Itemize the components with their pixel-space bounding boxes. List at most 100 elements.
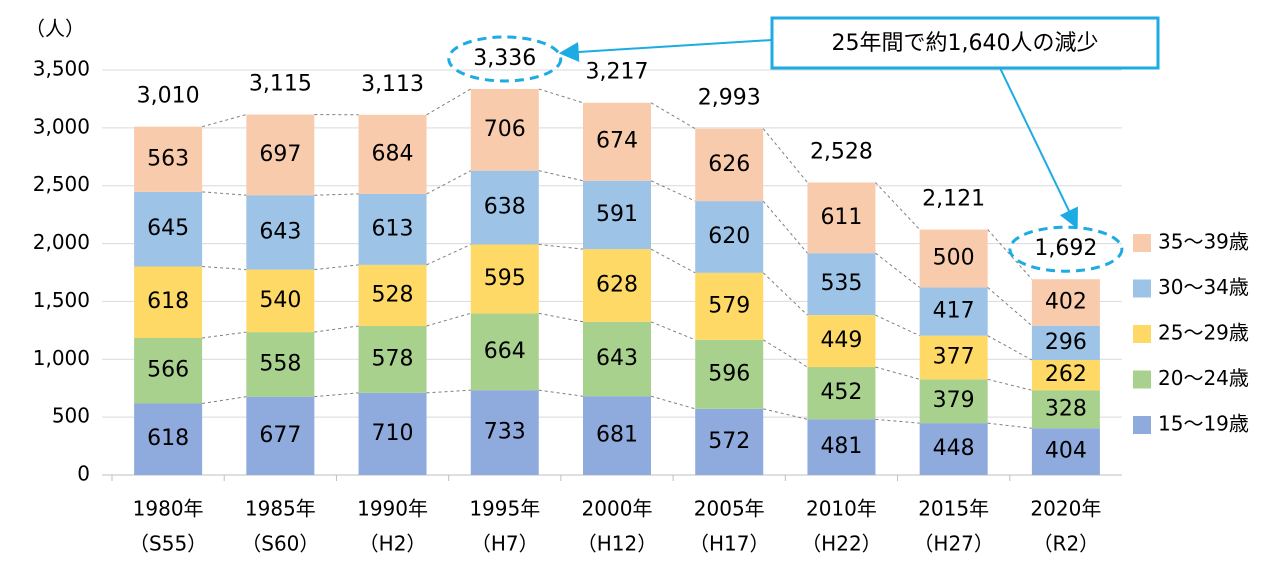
x-tick-label: （H12）	[577, 532, 658, 556]
bar-segment	[695, 201, 764, 273]
bar-value-label: 448	[933, 436, 975, 461]
connector	[762, 272, 808, 316]
total-label: 2,121	[922, 187, 985, 212]
connector	[875, 366, 920, 380]
connector	[987, 287, 1033, 327]
legend-swatch	[1133, 234, 1151, 252]
bar-segment	[1031, 359, 1100, 391]
y-tick-label: 0	[77, 462, 90, 486]
bar-value-label: 500	[933, 245, 975, 270]
connector	[538, 389, 584, 397]
connector	[426, 170, 472, 195]
bar-segment	[919, 423, 988, 475]
bar-segment	[807, 315, 876, 368]
bar-segment	[134, 126, 203, 192]
total-label: 3,113	[361, 72, 424, 97]
x-tick-label: 2000年	[582, 497, 653, 521]
connector	[875, 182, 921, 230]
legend-swatch	[1133, 279, 1151, 298]
bar-segment	[919, 335, 988, 380]
bar-segment	[807, 419, 876, 475]
connector	[426, 312, 471, 327]
bar-segment	[358, 325, 427, 393]
connector	[763, 408, 808, 420]
bar-value-label: 674	[596, 129, 638, 154]
bar-value-label: 681	[596, 423, 638, 448]
annotation: 25年間で約1,640人の減少	[832, 31, 1099, 56]
x-tick-label: （H22）	[801, 532, 882, 556]
bar-value-label: 628	[596, 272, 638, 297]
bar-value-label: 481	[820, 434, 862, 459]
bar-value-label: 262	[1045, 362, 1087, 387]
bar-value-label: 733	[484, 420, 526, 445]
legend-label: 20～24歳	[1158, 366, 1249, 390]
connector	[762, 339, 808, 368]
total-label: 2,993	[698, 86, 761, 111]
bar-segment	[470, 244, 539, 314]
bar-value-label: 697	[259, 142, 301, 167]
legend-swatch	[1133, 416, 1151, 434]
bar-segment	[470, 170, 539, 245]
connector	[650, 102, 696, 130]
total-label: 3,336	[473, 46, 536, 71]
bar-segment	[583, 102, 651, 181]
legend-label: 30～34歳	[1158, 275, 1249, 299]
legend-label: 25～29歳	[1158, 321, 1249, 345]
connector	[875, 418, 920, 424]
bar-value-label: 710	[372, 421, 414, 446]
bar-value-label: 563	[147, 146, 189, 171]
x-tick-label: （H2）	[359, 532, 427, 556]
connector	[538, 88, 584, 104]
legend-swatch	[1133, 370, 1151, 389]
connector	[650, 248, 696, 274]
bar-segment	[358, 114, 427, 194]
bar-value-label: 618	[147, 289, 189, 314]
x-tick-label: 2005年	[694, 497, 765, 521]
x-tick-label: 1985年	[245, 497, 316, 521]
bar-value-label: 417	[933, 299, 975, 324]
x-tick-label: 2015年	[918, 497, 989, 521]
bar-value-label: 645	[147, 216, 189, 241]
connector	[426, 88, 472, 116]
connector	[426, 389, 471, 394]
bar-value-label: 706	[484, 117, 526, 142]
connector	[202, 191, 247, 196]
total-label: 3,217	[586, 60, 649, 85]
bar-segment	[1031, 390, 1100, 429]
x-tick-label: 1995年	[469, 497, 540, 521]
bar-value-label: 643	[596, 346, 638, 371]
bar-value-label: 626	[708, 152, 750, 177]
connector	[762, 128, 808, 183]
connector	[201, 114, 247, 128]
bar-value-label: 591	[596, 202, 638, 227]
bar-segment	[246, 332, 315, 397]
bar-segment	[919, 229, 988, 288]
connector	[314, 193, 359, 196]
bar-segment	[358, 264, 427, 326]
x-tick-label: （H27）	[913, 532, 994, 556]
connector	[538, 170, 584, 182]
bar-segment	[1031, 428, 1100, 475]
bar-value-label: 664	[484, 339, 526, 364]
bar-segment	[583, 180, 651, 250]
legend-swatch	[1133, 325, 1151, 343]
bar-segment	[807, 182, 876, 254]
bar-value-label: 404	[1045, 439, 1087, 464]
bar-segment	[583, 396, 651, 475]
connector	[987, 422, 1032, 429]
bar-value-label: 578	[372, 346, 414, 371]
bar-segment	[358, 392, 427, 475]
x-tick-label: 1980年	[133, 497, 204, 521]
y-tick-label: 1,000	[33, 346, 90, 370]
x-tick-label: （H7）	[471, 532, 539, 556]
bar-value-label: 540	[259, 288, 301, 313]
bar-value-label: 452	[820, 380, 862, 405]
bar-value-label: 620	[708, 224, 750, 249]
bar-value-label: 618	[147, 426, 189, 451]
x-tick-label: （S55）	[129, 532, 207, 556]
bar-value-label: 566	[147, 358, 189, 383]
bar-value-label: 677	[259, 423, 301, 448]
bar-segment	[807, 253, 876, 316]
bar-value-label: 638	[484, 195, 526, 220]
connector	[987, 335, 1033, 361]
